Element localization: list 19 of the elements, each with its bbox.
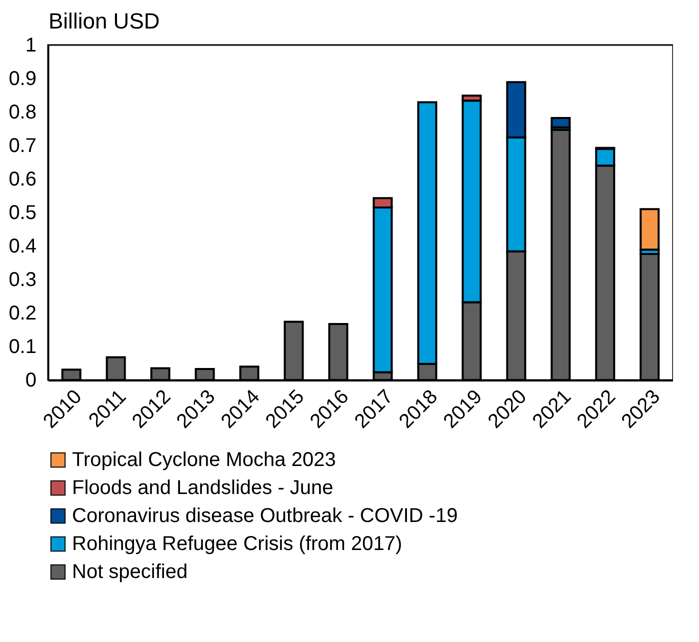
y-tick-label: 0.9 <box>8 68 36 90</box>
y-tick-label: 1 <box>25 34 36 56</box>
legend-label: Coronavirus disease Outbreak - COVID -19 <box>72 505 458 527</box>
y-tick-label: 0.7 <box>8 135 36 157</box>
legend-label: Not specified <box>72 561 188 583</box>
legend-label: Floods and Landslides - June <box>72 477 334 499</box>
y-tick-label: 0.1 <box>8 336 36 358</box>
y-tick-label: 0.8 <box>8 102 36 124</box>
y-tick-label: 0.2 <box>8 302 36 324</box>
y-tick-label: 0.6 <box>8 168 36 190</box>
y-tick-label: 0.3 <box>8 269 36 291</box>
y-tick-label: 0.4 <box>8 236 36 258</box>
y-tick-label: 0.5 <box>8 202 36 224</box>
y-axis-title: Billion USD <box>48 8 160 34</box>
legend-label: Rohingya Refugee Crisis (from 2017) <box>72 533 402 555</box>
y-tick-label: 0 <box>25 370 36 392</box>
bar <box>640 208 660 251</box>
bar <box>550 117 571 128</box>
legend-label: Tropical Cyclone Mocha 2023 <box>72 449 336 471</box>
